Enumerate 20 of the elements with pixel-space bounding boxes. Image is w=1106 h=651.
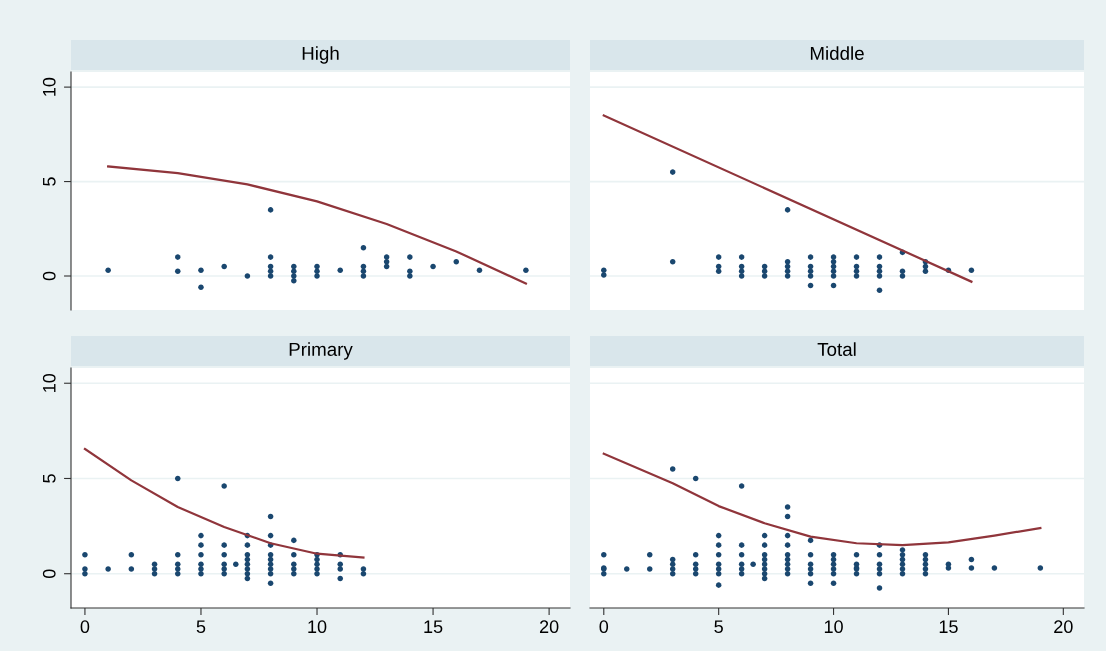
y-tick-label: 0 bbox=[42, 271, 56, 281]
y-tick-label: 10 bbox=[42, 77, 56, 96]
y-tick-label: 5 bbox=[43, 177, 56, 186]
y-tick-label: 10 bbox=[42, 373, 56, 392]
x-tick-label: 5 bbox=[714, 620, 723, 634]
x-tick-label: 10 bbox=[308, 620, 327, 634]
x-tick-label: 0 bbox=[80, 620, 90, 634]
chart-title: High bbox=[302, 46, 339, 64]
x-tick-label: 20 bbox=[539, 620, 559, 634]
y-tick-label: 0 bbox=[42, 569, 56, 579]
x-tick-label: 5 bbox=[196, 620, 206, 634]
x-tick-label: 20 bbox=[1054, 620, 1073, 634]
y-tick-label: 5 bbox=[43, 474, 56, 483]
chart-title: Middle bbox=[810, 46, 864, 61]
x-tick-label: 15 bbox=[424, 620, 443, 634]
chart-title: Primary bbox=[289, 342, 353, 360]
chart-title: Total bbox=[817, 342, 856, 357]
x-tick-label: 15 bbox=[939, 620, 958, 634]
x-tick-label: 10 bbox=[824, 620, 843, 634]
x-tick-label: 0 bbox=[599, 620, 609, 634]
